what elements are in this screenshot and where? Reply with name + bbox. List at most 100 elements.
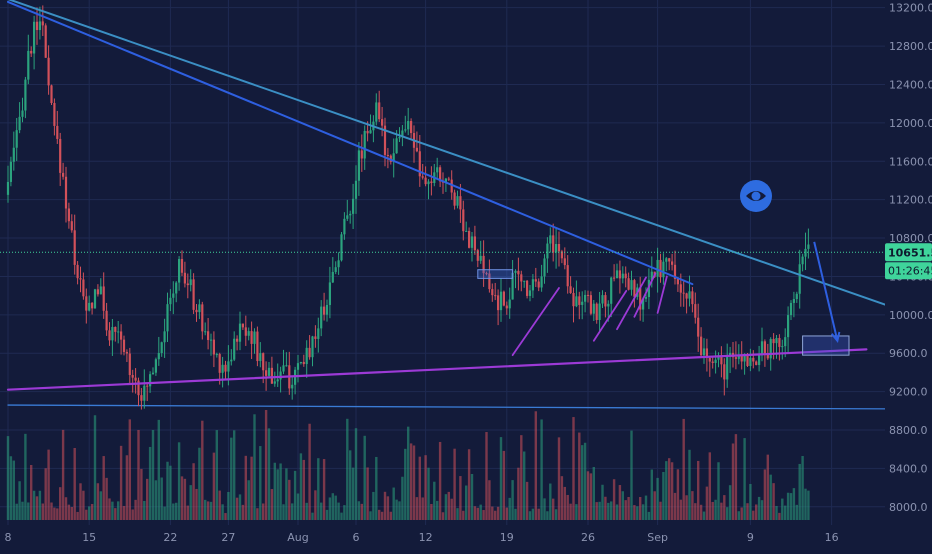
- candle-body: [146, 385, 149, 387]
- candle-body: [537, 281, 540, 288]
- volume-bar: [543, 498, 546, 520]
- volume-bar: [726, 507, 729, 520]
- candle-body: [157, 353, 160, 360]
- candle-body: [543, 258, 546, 277]
- candle-body: [201, 304, 204, 332]
- candle-body: [386, 154, 389, 156]
- drawings-back[interactable]: [7, 404, 891, 410]
- volume-bar: [206, 501, 210, 520]
- support-trendline[interactable]: [6, 348, 868, 391]
- projection-arrow-head[interactable]: [830, 331, 841, 343]
- volume-bar: [508, 497, 511, 520]
- y-tick-label: 13200.0: [889, 2, 932, 15]
- y-tick-label: 8400.0: [889, 462, 928, 475]
- candle-body: [778, 337, 781, 347]
- candle-body: [256, 331, 259, 362]
- x-tick-label: Aug: [287, 531, 308, 544]
- eye-icon[interactable]: [740, 180, 772, 212]
- volume-bar: [357, 501, 361, 520]
- rising-segment[interactable]: [511, 287, 560, 357]
- volume-bar: [9, 456, 13, 520]
- rising-segment[interactable]: [633, 272, 657, 318]
- volume-bar: [450, 498, 453, 520]
- candle-body: [494, 295, 497, 297]
- volume-bar: [418, 456, 421, 520]
- volume-bar: [595, 502, 598, 520]
- candle-body: [105, 310, 108, 331]
- candle-body: [749, 357, 752, 366]
- rising-segment[interactable]: [656, 275, 668, 314]
- candle-body: [766, 354, 769, 359]
- volume-bar: [581, 445, 584, 520]
- rising-segment[interactable]: [592, 289, 628, 342]
- volume-bar: [407, 426, 410, 520]
- projection-arrow[interactable]: [813, 241, 839, 341]
- candle-body: [79, 278, 82, 280]
- volume-bar: [166, 461, 169, 520]
- volume-bar: [285, 468, 288, 520]
- horizontal-support-line[interactable]: [7, 404, 891, 410]
- target-box[interactable]: [802, 335, 850, 356]
- eye-icon-pupil: [751, 191, 761, 201]
- volume-bar: [215, 430, 218, 520]
- volume-bar: [697, 460, 700, 520]
- volume-bar: [366, 467, 369, 520]
- mid-trendline[interactable]: [7, 0, 694, 286]
- candle-body: [772, 338, 775, 344]
- y-tick-label: 9600.0: [889, 347, 928, 360]
- volume-bar: [128, 419, 131, 520]
- candle-body: [18, 116, 21, 131]
- volume-bar: [259, 446, 262, 520]
- volume-bar: [299, 453, 303, 520]
- upper-trendline[interactable]: [7, 0, 891, 308]
- candle-body: [166, 304, 169, 332]
- candle-body: [714, 359, 717, 363]
- candle-body: [488, 273, 491, 290]
- candle-body: [595, 303, 598, 320]
- x-tick-label: 26: [581, 531, 595, 544]
- volume-bar: [641, 504, 645, 520]
- volume-bar: [302, 459, 305, 520]
- y-tick-label: 9200.0: [889, 386, 928, 399]
- volume-bar: [728, 485, 732, 520]
- volume-bar: [798, 463, 801, 520]
- candle-body: [276, 379, 279, 382]
- candle-body: [357, 150, 360, 181]
- volume-bar: [569, 503, 572, 520]
- candle-body: [308, 347, 311, 358]
- volume-bar: [757, 496, 761, 520]
- candle-body: [227, 361, 230, 372]
- drawings-front[interactable]: [0, 0, 891, 391]
- candle-body: [679, 284, 682, 293]
- candle-body: [233, 338, 236, 360]
- volume-bar: [476, 507, 479, 520]
- candle-body: [221, 364, 224, 373]
- candle-body: [270, 367, 273, 384]
- volume-layer: [6, 409, 810, 520]
- y-tick-label: 10800.0: [889, 232, 932, 245]
- candle-body: [67, 208, 70, 222]
- candle-body: [581, 301, 584, 305]
- rising-segment[interactable]: [616, 276, 647, 331]
- y-tick-label: 10000.0: [889, 309, 932, 322]
- candle-body: [354, 180, 358, 199]
- volume-bar: [392, 487, 395, 520]
- candle-body: [198, 304, 201, 313]
- range-box[interactable]: [477, 269, 514, 279]
- candle-body: [555, 244, 558, 253]
- candle-body: [549, 235, 552, 244]
- volume-bar: [131, 509, 134, 520]
- candle-body: [505, 305, 508, 309]
- volume-bar: [807, 490, 810, 520]
- volume-bar: [404, 448, 407, 520]
- volume-bar: [479, 504, 482, 520]
- volume-bar: [18, 481, 21, 520]
- y-tick-label: 12400.0: [889, 78, 932, 91]
- volume-bar: [456, 508, 459, 520]
- candle-body: [244, 327, 247, 336]
- candle-body: [700, 336, 703, 356]
- candle-body: [624, 273, 627, 279]
